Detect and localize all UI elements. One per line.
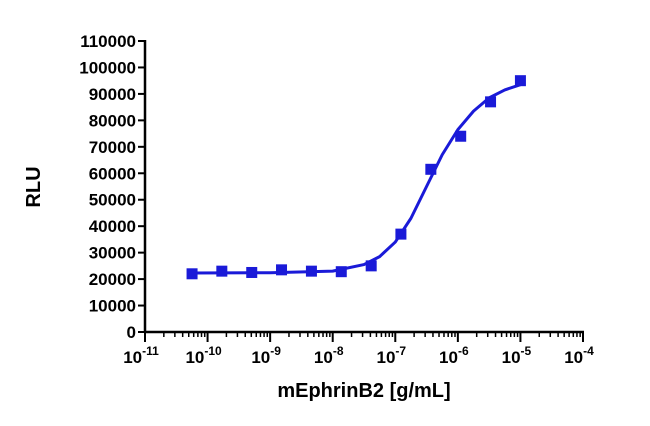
- x-tick-exponent: -6: [458, 344, 469, 358]
- x-tick-base: 10: [376, 348, 395, 367]
- y-tick-label: 10000: [89, 297, 136, 316]
- x-tick-exponent: -11: [142, 344, 159, 358]
- x-axis-label: mEphrinB2 [g/mL]: [277, 380, 450, 402]
- y-tick-label: 0: [127, 323, 136, 342]
- x-tick-exponent: -5: [521, 344, 532, 358]
- data-point: [276, 264, 288, 276]
- x-tick-base: 10: [251, 348, 270, 367]
- data-point: [216, 265, 228, 277]
- data-point: [485, 96, 497, 108]
- x-tick-label: 10-4: [564, 344, 594, 367]
- data-point: [335, 266, 347, 278]
- y-tick-label: 80000: [89, 111, 136, 130]
- x-tick-exponent: -7: [395, 344, 406, 358]
- x-tick-base: 10: [123, 348, 142, 367]
- y-tick-label: 20000: [89, 270, 136, 289]
- y-tick-label: 40000: [89, 217, 136, 236]
- x-tick-base: 10: [502, 348, 521, 367]
- y-tick-label: 50000: [89, 191, 136, 210]
- x-tick-label: 10-6: [439, 344, 469, 367]
- x-tick-label: 10-7: [376, 344, 406, 367]
- y-tick-label: 60000: [89, 164, 136, 183]
- y-axis-label: RLU: [23, 166, 45, 207]
- x-tick-label: 10-9: [251, 344, 281, 367]
- y-tick-label: 90000: [89, 85, 136, 104]
- x-tick-base: 10: [185, 348, 204, 367]
- x-tick-exponent: -10: [204, 344, 222, 358]
- y-tick-label: 70000: [89, 138, 136, 157]
- x-tick-exponent: -4: [583, 344, 594, 358]
- data-point: [514, 75, 526, 87]
- data-point: [186, 268, 198, 280]
- x-tick-label: 10-11: [123, 344, 159, 367]
- data-point: [455, 130, 467, 142]
- x-tick-label: 10-8: [314, 344, 344, 367]
- x-tick-exponent: -9: [270, 344, 281, 358]
- y-tick-label: 110000: [80, 32, 136, 51]
- y-tick-label: 30000: [89, 244, 136, 263]
- x-tick-label: 10-10: [185, 344, 222, 367]
- x-tick-base: 10: [564, 348, 583, 367]
- x-tick-base: 10: [439, 348, 458, 367]
- x-tick-base: 10: [314, 348, 333, 367]
- y-tick-label: 100000: [79, 58, 136, 77]
- data-point: [425, 163, 437, 175]
- x-tick-label: 10-5: [502, 344, 532, 367]
- data-point: [365, 260, 377, 272]
- x-tick-exponent: -8: [333, 344, 344, 358]
- fit-curve: [192, 83, 521, 275]
